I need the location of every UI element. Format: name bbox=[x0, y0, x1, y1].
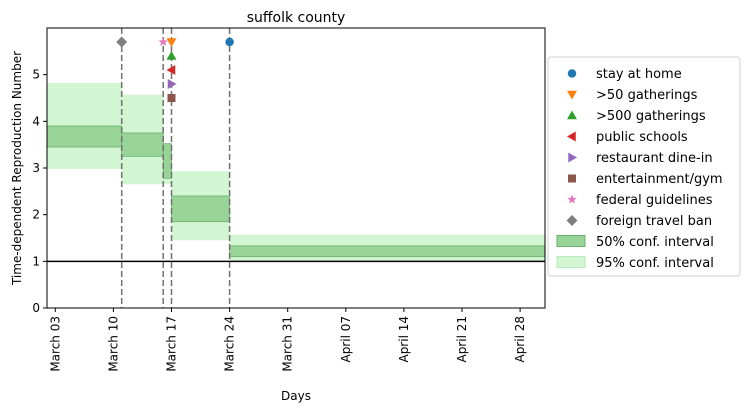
legend-label: restaurant dine-in bbox=[596, 151, 713, 166]
legend-label: >500 gatherings bbox=[596, 109, 706, 124]
y-tick-label: 0 bbox=[32, 301, 40, 315]
x-tick-label: March 17 bbox=[165, 316, 179, 372]
chart-title: suffolk county bbox=[247, 10, 346, 26]
intervention-marker bbox=[166, 65, 176, 75]
ci50-band bbox=[162, 143, 172, 179]
plot-bands bbox=[46, 83, 546, 261]
intervention-marker bbox=[225, 37, 234, 47]
ci50-band bbox=[121, 132, 164, 157]
intervention-marker bbox=[158, 37, 168, 47]
y-tick-label: 1 bbox=[32, 254, 40, 268]
legend-swatch bbox=[566, 215, 578, 226]
plot-markers bbox=[116, 36, 234, 102]
intervention-marker bbox=[167, 94, 176, 102]
intervention-marker bbox=[166, 38, 177, 47]
legend-swatch bbox=[568, 152, 577, 163]
legend-swatch bbox=[567, 110, 577, 120]
legend-label: federal guidelines bbox=[596, 193, 713, 208]
legend-label: entertainment/gym bbox=[596, 172, 723, 187]
legend: stay at home >50 gatherings >500 gathering… bbox=[547, 56, 741, 277]
legend-swatch bbox=[567, 194, 577, 204]
x-tick-label: March 31 bbox=[281, 316, 295, 372]
legend-label: 50% conf. interval bbox=[596, 235, 714, 250]
x-tick-label: April 21 bbox=[455, 316, 469, 363]
legend-box bbox=[547, 56, 741, 277]
x-tick-label: April 14 bbox=[397, 316, 411, 363]
x-tick-label: March 10 bbox=[106, 316, 120, 372]
y-tick-label: 2 bbox=[32, 208, 40, 222]
legend-label: stay at home bbox=[596, 67, 682, 82]
legend-swatch bbox=[567, 131, 576, 142]
legend-swatch bbox=[567, 90, 577, 100]
y-tick-label: 3 bbox=[32, 161, 40, 175]
plot-lines bbox=[47, 28, 545, 308]
intervention-marker bbox=[167, 79, 177, 89]
legend-swatch bbox=[556, 235, 586, 247]
intervention-marker bbox=[166, 51, 177, 60]
legend-swatch bbox=[567, 69, 577, 78]
legend-label: public schools bbox=[596, 130, 688, 145]
legend-label: foreign travel ban bbox=[596, 214, 712, 229]
legend-swatch bbox=[568, 174, 576, 183]
ci50-band bbox=[46, 125, 123, 148]
x-tick-label: April 07 bbox=[339, 316, 353, 363]
y-axis-label: Time-dependent Reproduction Number bbox=[10, 51, 24, 286]
ci50-band bbox=[229, 245, 546, 258]
legend-swatch bbox=[556, 256, 586, 268]
x-axis: March 03 March 10 March 17 March 24 March 31… bbox=[48, 308, 527, 372]
y-tick-label: 5 bbox=[32, 68, 40, 82]
legend-label: >50 gatherings bbox=[596, 88, 698, 103]
x-axis-label: Days bbox=[281, 389, 311, 403]
x-tick-label: April 28 bbox=[513, 316, 527, 363]
x-tick-label: March 24 bbox=[223, 316, 237, 372]
legend-label: 95% conf. interval bbox=[596, 256, 714, 271]
ci50-band bbox=[171, 195, 230, 223]
y-axis: 0 1 2 3 4 5 bbox=[32, 68, 47, 315]
x-tick-label: March 03 bbox=[48, 316, 62, 372]
y-tick-label: 4 bbox=[32, 114, 40, 128]
intervention-marker bbox=[116, 36, 128, 48]
